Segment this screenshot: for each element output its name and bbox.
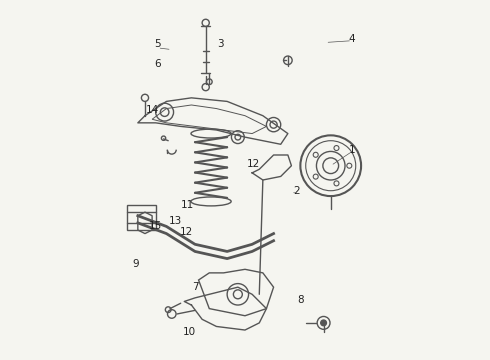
Text: 2: 2 bbox=[294, 186, 300, 196]
Text: 10: 10 bbox=[183, 327, 196, 337]
Text: 1: 1 bbox=[349, 145, 355, 155]
Text: 4: 4 bbox=[349, 34, 355, 44]
Text: 12: 12 bbox=[247, 159, 261, 169]
Text: 11: 11 bbox=[181, 200, 195, 210]
Text: 14: 14 bbox=[146, 105, 159, 115]
Text: 12: 12 bbox=[179, 227, 193, 237]
Text: 3: 3 bbox=[217, 39, 223, 49]
Text: 15: 15 bbox=[148, 221, 162, 231]
Text: 8: 8 bbox=[297, 295, 304, 305]
Text: 9: 9 bbox=[133, 259, 139, 269]
Circle shape bbox=[321, 320, 326, 326]
Text: 6: 6 bbox=[154, 59, 161, 69]
Text: 7: 7 bbox=[192, 282, 198, 292]
Text: 5: 5 bbox=[154, 39, 161, 49]
Text: 13: 13 bbox=[169, 216, 182, 226]
